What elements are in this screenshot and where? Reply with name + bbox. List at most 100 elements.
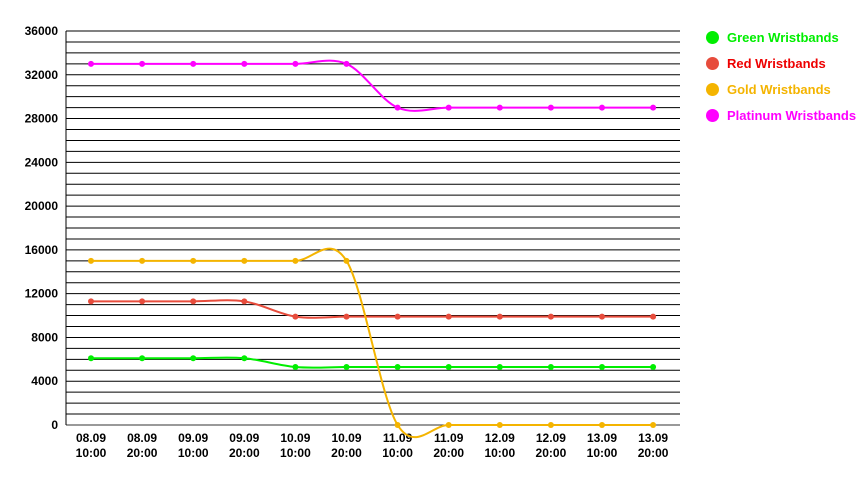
data-point bbox=[241, 298, 248, 305]
data-point bbox=[599, 104, 605, 111]
data-point bbox=[292, 257, 299, 264]
x-tick-label: 10:00 bbox=[178, 446, 209, 460]
x-tick-label: 10:00 bbox=[76, 446, 107, 460]
legend-item: Red Wristbands bbox=[706, 50, 856, 76]
data-point bbox=[190, 355, 197, 362]
legend-label: Platinum Wristbands bbox=[727, 107, 857, 123]
data-point bbox=[190, 257, 197, 264]
series-line bbox=[91, 356, 654, 369]
legend-label: Red Wristbands bbox=[727, 55, 826, 71]
y-tick-label: 12000 bbox=[25, 287, 59, 301]
data-point bbox=[343, 257, 350, 264]
data-point bbox=[343, 313, 350, 320]
series-line bbox=[91, 59, 654, 112]
data-point bbox=[241, 60, 248, 67]
y-tick-label: 20000 bbox=[25, 199, 59, 213]
x-tick-label: 20:00 bbox=[433, 446, 464, 460]
x-tick-label: 10:00 bbox=[587, 446, 618, 460]
x-tick-label: 10:00 bbox=[280, 446, 311, 460]
y-tick-label: 24000 bbox=[25, 155, 59, 169]
x-tick-label: 11.09 bbox=[434, 431, 464, 445]
series-group bbox=[88, 355, 657, 370]
x-tick-label: 10.09 bbox=[331, 431, 361, 445]
x-tick-label: 09.09 bbox=[178, 431, 208, 445]
series-line bbox=[91, 247, 654, 439]
x-tick-label: 10.09 bbox=[280, 431, 310, 445]
series-line bbox=[91, 299, 654, 319]
data-point bbox=[292, 313, 299, 320]
data-point bbox=[190, 60, 197, 67]
legend-marker bbox=[706, 108, 719, 122]
data-point bbox=[190, 298, 197, 305]
data-point bbox=[496, 104, 503, 111]
data-point bbox=[241, 355, 248, 362]
legend-item: Gold Wristbands bbox=[706, 76, 856, 102]
x-tick-label: 13.09 bbox=[638, 431, 668, 445]
x-tick-label: 10:00 bbox=[484, 446, 515, 460]
data-point bbox=[599, 422, 605, 428]
y-axis-labels: 36000 32000 28000 24000 20000 16000 12000 8000 4… bbox=[25, 24, 59, 432]
y-tick-label: 16000 bbox=[25, 243, 59, 257]
data-point bbox=[292, 363, 299, 370]
x-tick-label: 20:00 bbox=[127, 446, 158, 460]
y-tick-label: 8000 bbox=[31, 330, 58, 344]
data-point bbox=[394, 313, 401, 320]
chart-legend: Green Wristbands Red Wristbands Gold Wrist… bbox=[706, 24, 856, 128]
x-tick-label: 20:00 bbox=[229, 446, 260, 460]
series-group bbox=[88, 59, 657, 112]
data-point bbox=[394, 363, 401, 370]
legend-marker bbox=[706, 30, 719, 44]
x-tick-label: 13.09 bbox=[587, 431, 617, 445]
x-tick-label: 20:00 bbox=[536, 446, 567, 460]
legend-item: Green Wristbands bbox=[706, 24, 856, 50]
y-tick-label: 4000 bbox=[31, 374, 58, 388]
data-point bbox=[88, 355, 94, 362]
data-point bbox=[650, 363, 657, 370]
x-tick-label: 12.09 bbox=[536, 431, 566, 445]
data-point bbox=[547, 104, 554, 111]
legend-marker bbox=[706, 56, 719, 70]
y-tick-label: 36000 bbox=[25, 24, 59, 38]
data-point bbox=[445, 363, 452, 370]
data-point bbox=[496, 313, 503, 320]
data-point bbox=[139, 60, 146, 67]
data-point bbox=[547, 363, 554, 370]
data-point bbox=[139, 257, 146, 264]
data-point bbox=[394, 422, 401, 428]
x-tick-label: 11.09 bbox=[383, 431, 413, 445]
data-point bbox=[445, 104, 452, 111]
y-tick-label: 28000 bbox=[25, 112, 59, 126]
series-lines bbox=[88, 59, 657, 439]
data-point bbox=[547, 422, 554, 428]
series-group bbox=[88, 247, 657, 439]
data-point bbox=[445, 422, 452, 428]
data-point bbox=[292, 60, 299, 67]
x-tick-label: 08.09 bbox=[127, 431, 157, 445]
data-point bbox=[547, 313, 554, 320]
data-point bbox=[394, 104, 401, 111]
data-point bbox=[88, 298, 94, 305]
legend-label: Green Wristbands bbox=[727, 29, 839, 45]
data-point bbox=[139, 355, 146, 362]
data-point bbox=[88, 60, 94, 67]
data-point bbox=[650, 104, 657, 111]
x-tick-label: 20:00 bbox=[638, 446, 669, 460]
legend-label: Gold Wristbands bbox=[727, 81, 831, 97]
x-axis-labels: 08.0910:0008.0920:0009.0910:0009.0920:00… bbox=[76, 431, 669, 460]
y-tick-label: 32000 bbox=[25, 68, 59, 82]
x-tick-label: 12.09 bbox=[485, 431, 515, 445]
data-point bbox=[88, 257, 94, 264]
data-point bbox=[343, 60, 350, 67]
data-point bbox=[599, 313, 605, 320]
x-tick-label: 09.09 bbox=[229, 431, 259, 445]
series-group bbox=[88, 298, 657, 320]
grid-lines bbox=[65, 30, 680, 426]
x-tick-label: 20:00 bbox=[331, 446, 362, 460]
x-tick-label: 08.09 bbox=[76, 431, 106, 445]
data-point bbox=[496, 363, 503, 370]
x-tick-label: 10:00 bbox=[382, 446, 413, 460]
legend-item: Platinum Wristbands bbox=[706, 102, 856, 128]
data-point bbox=[496, 422, 503, 428]
data-point bbox=[445, 313, 452, 320]
